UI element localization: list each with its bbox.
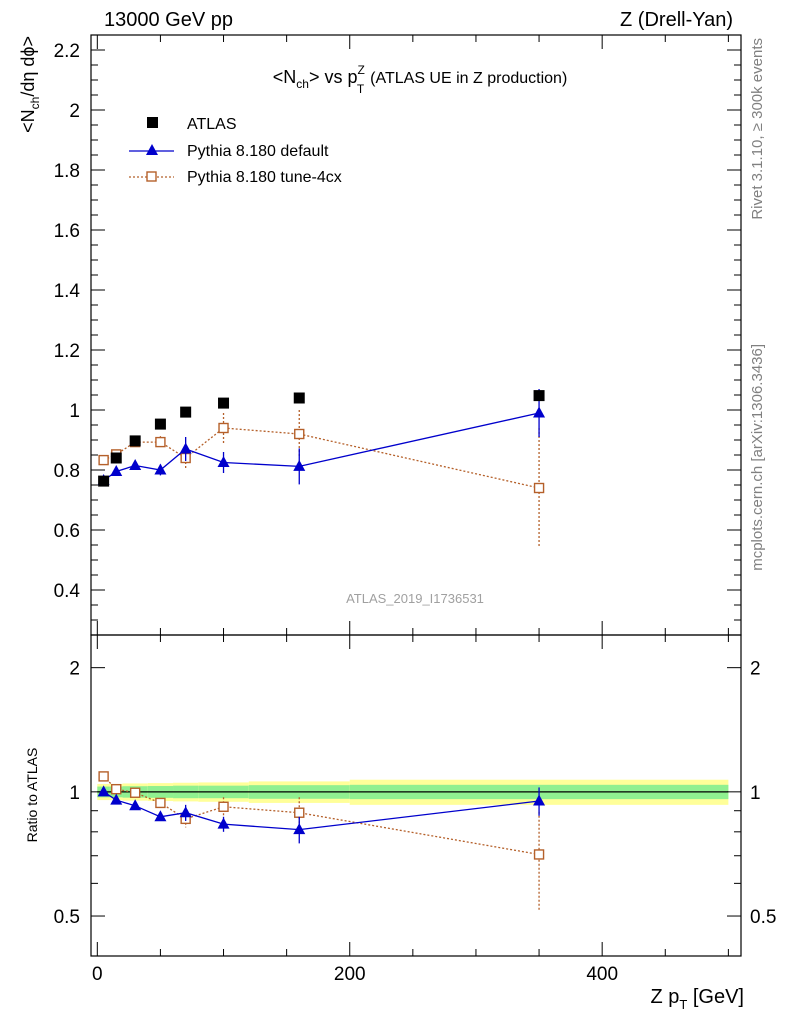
main-tune4cx-point [294, 428, 305, 440]
main-y-tick-label: 1.6 [54, 221, 80, 242]
ratio-tune4cx-point [111, 783, 122, 795]
ratio-y-tick-label-right: 0.5 [750, 907, 776, 928]
main-y-tick-label: 0.8 [54, 461, 80, 482]
main-default-point [129, 459, 142, 470]
ratio-default-point [293, 823, 306, 835]
ratio-y-tick-label-left: 1 [69, 783, 80, 804]
legend-marker-default [146, 144, 158, 155]
main-atlas-point [98, 475, 110, 487]
main-default-point [179, 442, 192, 454]
ratio-default-point [129, 799, 142, 811]
main-default-point [154, 463, 167, 475]
main-atlas-point [533, 390, 545, 402]
main-y-tick-label: 0.6 [54, 521, 80, 542]
main-atlas-point [110, 452, 122, 464]
main-tune4cx-point [98, 454, 109, 466]
header-right: Z (Drell-Yan) [620, 9, 733, 31]
x-tick-label: 400 [586, 964, 618, 985]
ratio-default-point [533, 794, 546, 806]
ratio-tune4cx-point [155, 797, 166, 809]
analysis-watermark: ATLAS_2019_I1736531 [346, 591, 484, 606]
title-pt-sup: Z [357, 63, 364, 77]
main-tune4cx-point [155, 436, 166, 448]
ratio-y-tick-label-right: 1 [750, 783, 761, 804]
main-default-point [293, 459, 306, 471]
ylabel-sub: ch [28, 97, 42, 110]
title-main-sub: ch [296, 77, 309, 91]
main-default-point [533, 406, 546, 418]
ylabel-a: <N [18, 109, 38, 133]
main-atlas-point [293, 392, 305, 404]
legend-label-atlas: ATLAS [187, 116, 237, 133]
main-y-tick-label: 1.2 [54, 341, 80, 362]
ratio-tune4cx-point [98, 771, 109, 782]
ratio-y-tick-label-right: 2 [750, 659, 761, 680]
title-pt-sub: T [357, 82, 365, 96]
main-atlas-point [218, 397, 230, 409]
main-atlas-point [180, 406, 192, 418]
ratio-y-tick-label-left: 0.5 [54, 907, 80, 928]
ratio-panel: 0 200 400 0.5 0.5 1 1 2 2 [54, 634, 776, 985]
mcplots-note: mcplots.cern.ch [arXiv:1306.3436] [749, 344, 766, 571]
ratio-default-point [179, 806, 192, 818]
main-default-line [103, 412, 540, 482]
main-tune4cx-line [103, 427, 540, 489]
title-note: (ATLAS UE in Z production) [370, 70, 567, 87]
legend-marker-tune4cx [146, 171, 157, 182]
x-axis-label: Z pT [GeV] [650, 986, 744, 1012]
y-axis-label-ratio: Ratio to ATLAS [24, 748, 40, 843]
ratio-tune4cx-point [129, 787, 141, 798]
main-tune4cx-point [218, 422, 229, 434]
ratio-tune4cx-point [218, 801, 229, 812]
ratio-y-tick-label-left: 2 [69, 659, 80, 680]
legend-label-tune4cx: Pythia 8.180 tune-4cx [187, 169, 342, 186]
main-default-point [110, 465, 123, 476]
ylabel-b: /dη dϕ> [18, 36, 38, 97]
xlabel-a: Z p [650, 986, 679, 1008]
xlabel-b: [GeV] [687, 986, 744, 1008]
title-main-rest: > vs p [309, 67, 358, 87]
main-y-tick-label: 1.8 [54, 161, 80, 182]
main-panel: 0.4 0.6 0.8 1 1.2 1.4 1.6 1.8 2 2.2 [54, 34, 742, 636]
x-tick-label: 200 [334, 964, 366, 985]
main-y-tick-label: 2.2 [54, 41, 80, 62]
main-tune4cx-point [533, 482, 545, 494]
legend: ATLAS Pythia 8.180 default Pythia 8.180 … [129, 116, 342, 186]
ratio-default-point [154, 810, 167, 822]
ratio-default-point [97, 785, 110, 797]
ratio-default-point [217, 817, 230, 829]
main-y-tick-label: 2 [69, 101, 80, 122]
ratio-tune4cx-point [294, 807, 305, 818]
x-tick-label: 0 [92, 964, 103, 985]
xlabel-sub: T [679, 997, 687, 1012]
header-left: 13000 GeV pp [104, 9, 233, 31]
ratio-default-point [110, 793, 123, 805]
legend-label-default: Pythia 8.180 default [187, 143, 329, 160]
rivet-note: Rivet 3.1.10, ≥ 300k events [749, 38, 766, 220]
y-axis-label-main: <Nch/dη dϕ> [18, 36, 42, 133]
ratio-tune4cx-point [533, 849, 545, 860]
plot-title: <Nch> vs pZ T (ATLAS UE in Z production) [273, 63, 568, 96]
title-main: <N [273, 67, 297, 87]
main-y-tick-label: 1.4 [54, 281, 81, 302]
main-y-tick-label: 0.4 [54, 581, 81, 602]
legend-marker-atlas [147, 117, 158, 128]
main-default-point [217, 456, 230, 467]
main-atlas-point [129, 435, 141, 447]
main-y-tick-label: 1 [69, 401, 80, 422]
ratio-frame [90, 634, 742, 957]
main-atlas-point [154, 418, 166, 430]
